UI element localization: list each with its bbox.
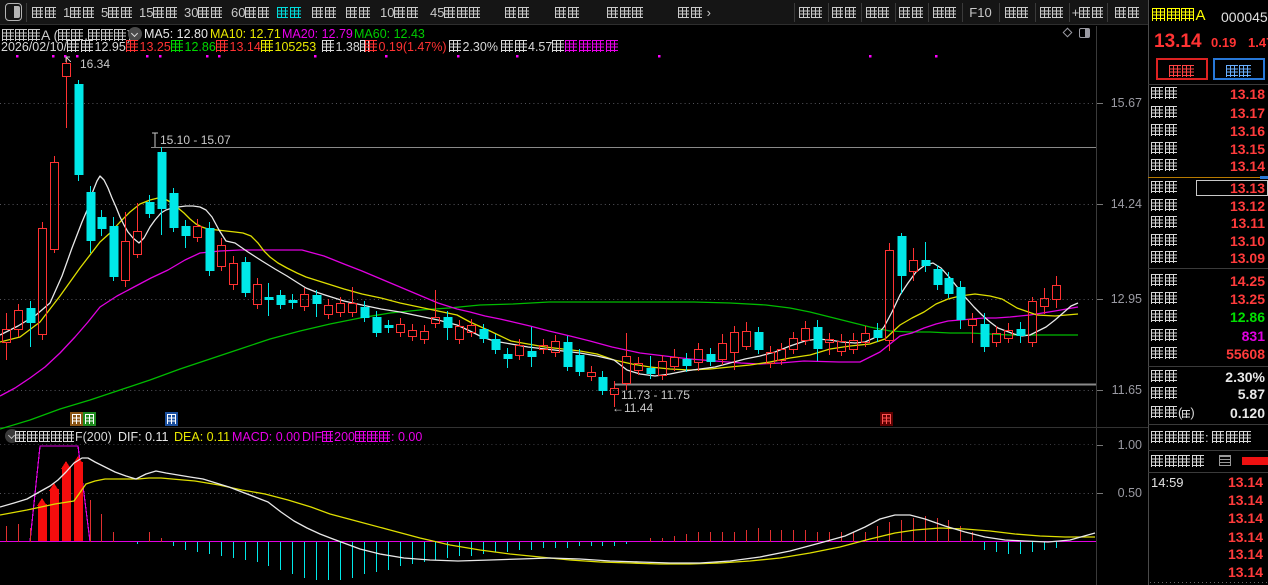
svg-text:11.65: 11.65 bbox=[1112, 383, 1142, 397]
svg-text:1.00: 1.00 bbox=[1118, 438, 1142, 452]
svg-text:12.95: 12.95 bbox=[1111, 292, 1142, 306]
svg-text:0.50: 0.50 bbox=[1118, 486, 1142, 500]
svg-text:15.67: 15.67 bbox=[1111, 96, 1142, 110]
svg-text:14.24: 14.24 bbox=[1111, 197, 1142, 211]
svg-text:11.73 - 11.75: 11.73 - 11.75 bbox=[621, 388, 690, 402]
svg-text:16.34: 16.34 bbox=[80, 57, 110, 71]
svg-text:←11.44: ←11.44 bbox=[612, 401, 653, 415]
svg-text:15.10 - 15.07: 15.10 - 15.07 bbox=[160, 133, 231, 147]
